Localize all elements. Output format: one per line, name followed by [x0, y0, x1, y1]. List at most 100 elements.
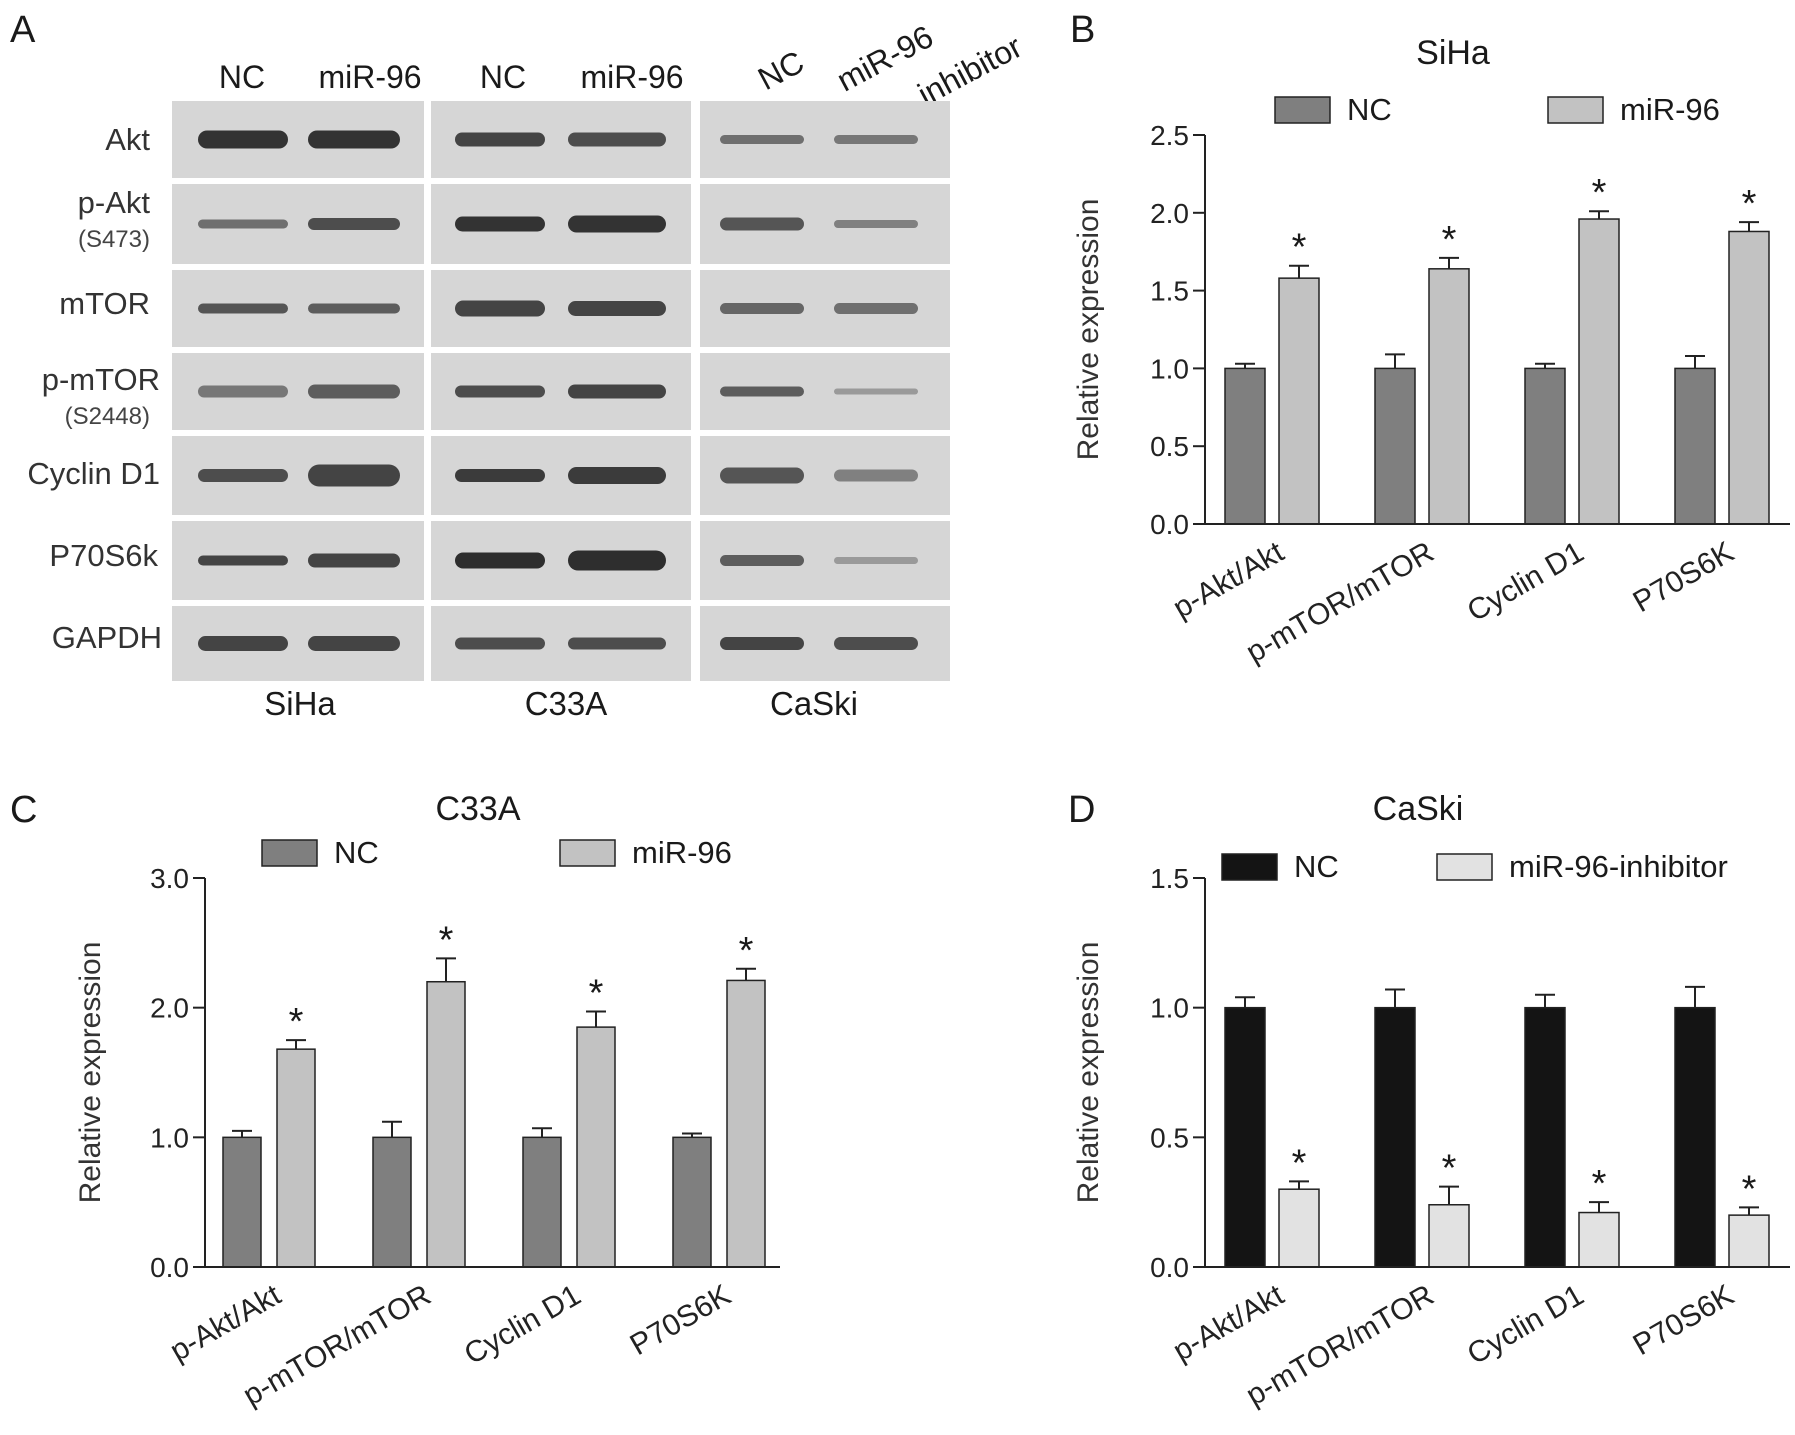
blot-band-p-akt-c33a-lane1 [455, 216, 545, 232]
bar-b-mir-96-p70s6k [1728, 230, 1770, 525]
blot-band-gapdh-c33a-lane1 [455, 637, 545, 650]
bar-d-mir-96-inhibitor-p-mtor-mtor [1428, 1204, 1470, 1268]
legend-label-d-nc: NC [1294, 849, 1339, 884]
blot-band-akt-c33a-lane2 [568, 132, 666, 147]
blot-band-p-akt-caski-lane2 [834, 220, 918, 228]
significance-star-c-cyclin-d1: * [589, 973, 604, 1015]
blot-band-p70s6k-caski-lane1 [720, 555, 804, 566]
chart-title-d: CaSki [1373, 790, 1464, 828]
bar-d-mir-96-inhibitor-p70s6k [1728, 1214, 1770, 1268]
y-tick-label-b-2-0: 2.0 [1150, 198, 1189, 229]
bar-b-mir-96-p-mtor-mtor [1428, 268, 1470, 525]
blot-band-cyclin-d1-siha-lane2 [308, 464, 400, 487]
significance-star-b-p-mtor-mtor: * [1442, 219, 1457, 261]
x-category-label-d-p-akt-akt: p-Akt/Akt [1168, 1278, 1290, 1368]
blot-band-gapdh-caski-lane2 [834, 637, 918, 650]
x-category-label-c-p70s6k: P70S6K [625, 1278, 737, 1362]
blot-band-gapdh-siha-lane2 [308, 636, 400, 651]
cell-line-label-siha: SiHa [264, 685, 336, 722]
legend-swatch-d-nc [1221, 853, 1278, 881]
y-tick-label-b-1-5: 1.5 [1150, 276, 1189, 307]
panel-letter-b: B [1070, 9, 1095, 51]
bar-chart-siha: SiHa NC miR-96 0.0 0.5 1.0 1.5 2.0 2.5 Relative e… [1072, 34, 1790, 669]
x-category-label-d-p70s6k: P70S6K [1628, 1278, 1740, 1362]
y-tick-label-c-0-0: 0.0 [150, 1252, 189, 1283]
lane-label-caski-nc: NC [752, 44, 810, 97]
panel-letter-a: A [10, 9, 36, 51]
significance-star-c-p-mtor-mtor: * [439, 919, 454, 961]
bar-chart-c33a: C33A NC miR-96 0.0 1.0 2.0 3.0 Relative express… [74, 790, 780, 1412]
legend-swatch-d-mir-96-inhibitor [1436, 853, 1493, 881]
bar-d-mir-96-inhibitor-p-akt-akt [1278, 1188, 1320, 1268]
x-category-label-c-cyclin-d1: Cyclin D1 [459, 1278, 587, 1371]
significance-star-d-cyclin-d1: * [1592, 1163, 1607, 1205]
row-label-akt: Akt [105, 122, 150, 157]
cell-line-label-caski: CaSki [770, 685, 858, 722]
legend-swatch-c-mir-96 [559, 839, 616, 867]
blot-band-mtor-c33a-lane2 [568, 301, 666, 316]
y-tick-label-c-1-0: 1.0 [150, 1122, 189, 1153]
legend-swatch-b-nc [1274, 96, 1331, 124]
blot-band-akt-siha-lane2 [308, 130, 400, 149]
legend-swatch-c-nc [261, 839, 318, 867]
x-category-label-c-p-akt-akt: p-Akt/Akt [165, 1278, 287, 1368]
lane-label-siha-nc: NC [219, 59, 265, 95]
blot-band-mtor-c33a-lane1 [455, 300, 545, 317]
significance-star-c-p-akt-akt: * [289, 1001, 304, 1043]
blot-band-p-mtor-caski-lane1 [720, 386, 804, 397]
y-tick-label-c-3-0: 3.0 [150, 863, 189, 894]
x-category-label-d-cyclin-d1: Cyclin D1 [1462, 1278, 1590, 1371]
bar-c-mir-96-p-akt-akt [276, 1048, 316, 1268]
x-category-label-b-p-akt-akt: p-Akt/Akt [1168, 535, 1290, 625]
lane-label-siha-mir96: miR-96 [318, 59, 421, 95]
blot-band-mtor-caski-lane1 [720, 303, 804, 314]
bar-c-nc-p-mtor-mtor [372, 1136, 412, 1268]
significance-star-b-p70s6k: * [1742, 183, 1757, 225]
legend-label-b-mir-96: miR-96 [1620, 92, 1720, 127]
blot-band-cyclin-d1-caski-lane2 [834, 469, 918, 482]
y-tick-label-c-2-0: 2.0 [150, 993, 189, 1024]
blot-band-p-mtor-siha-lane1 [198, 385, 288, 398]
blot-band-gapdh-siha-lane1 [198, 636, 288, 651]
significance-star-b-p-akt-akt: * [1292, 227, 1307, 269]
bar-b-mir-96-p-akt-akt [1278, 277, 1320, 525]
blot-band-akt-caski-lane2 [834, 135, 918, 144]
row-label-mtor: mTOR [59, 286, 150, 321]
significance-star-d-p70s6k: * [1742, 1168, 1757, 1210]
blot-band-mtor-caski-lane2 [834, 303, 918, 314]
bar-b-nc-cyclin-d1 [1524, 367, 1566, 525]
blot-band-cyclin-d1-c33a-lane2 [568, 467, 666, 484]
panel-letter-d: D [1068, 789, 1095, 831]
bar-c-nc-cyclin-d1 [522, 1136, 562, 1268]
bar-d-nc-cyclin-d1 [1524, 1006, 1566, 1268]
chart-title-c: C33A [435, 790, 520, 828]
y-axis-title-b: Relative expression [1072, 199, 1105, 461]
bar-b-nc-p-mtor-mtor [1374, 367, 1416, 525]
bar-c-mir-96-p-mtor-mtor [426, 980, 466, 1268]
legend-label-b-nc: NC [1347, 92, 1392, 127]
bar-c-nc-p-akt-akt [222, 1136, 262, 1268]
significance-star-d-p-akt-akt: * [1292, 1142, 1307, 1184]
bar-d-mir-96-inhibitor-cyclin-d1 [1578, 1211, 1620, 1268]
blot-band-mtor-siha-lane1 [198, 303, 288, 314]
western-blot-panel: NC miR-96 NC miR-96 NC miR-96 inhibitor … [27, 18, 1028, 722]
significance-star-b-cyclin-d1: * [1592, 172, 1607, 214]
bar-b-nc-p70s6k [1674, 367, 1716, 525]
y-axis-title-d: Relative expression [1072, 942, 1105, 1204]
y-tick-label-d-1-5: 1.5 [1150, 863, 1189, 894]
blot-band-gapdh-c33a-lane2 [568, 637, 666, 650]
bar-c-mir-96-cyclin-d1 [576, 1026, 616, 1268]
legend-label-c-nc: NC [334, 835, 379, 870]
blot-band-p-akt-siha-lane2 [308, 218, 400, 230]
blot-band-p-mtor-c33a-lane2 [568, 384, 666, 399]
x-category-label-b-cyclin-d1: Cyclin D1 [1462, 535, 1590, 628]
significance-star-d-p-mtor-mtor: * [1442, 1148, 1457, 1190]
x-category-label-b-p70s6k: P70S6K [1628, 535, 1740, 619]
row-label-gapdh: GAPDH [52, 620, 162, 655]
bar-c-mir-96-p70s6k [726, 979, 766, 1268]
row-label-cyclin-d1: Cyclin D1 [27, 456, 160, 491]
y-tick-label-b-0-0: 0.0 [1150, 509, 1189, 540]
panel-letter-c: C [10, 789, 37, 831]
blot-band-akt-siha-lane1 [198, 130, 288, 149]
